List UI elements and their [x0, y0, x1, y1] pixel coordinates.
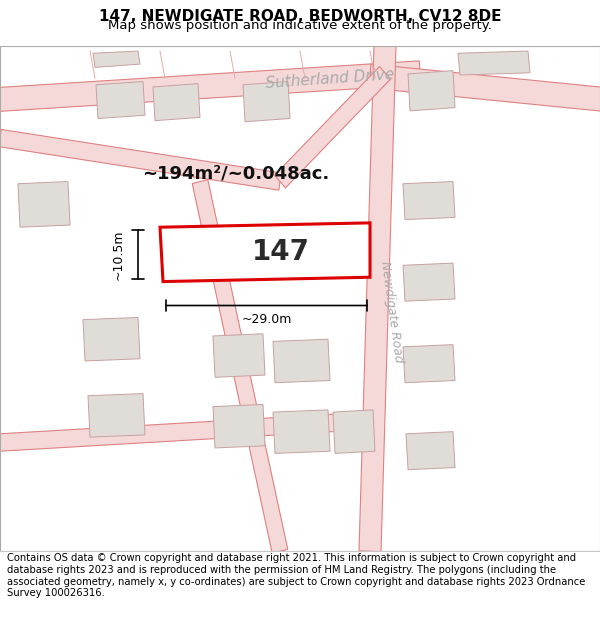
Polygon shape [406, 432, 455, 470]
Text: 147: 147 [252, 238, 310, 266]
Polygon shape [403, 344, 455, 382]
Polygon shape [403, 263, 455, 301]
Polygon shape [93, 51, 140, 68]
Polygon shape [0, 61, 421, 112]
Text: ~29.0m: ~29.0m [241, 313, 292, 326]
Polygon shape [213, 334, 265, 378]
Polygon shape [333, 410, 375, 453]
Polygon shape [274, 66, 391, 188]
Polygon shape [0, 412, 370, 451]
Text: Contains OS data © Crown copyright and database right 2021. This information is : Contains OS data © Crown copyright and d… [7, 554, 586, 598]
Polygon shape [359, 45, 396, 552]
Text: Newdigate Road: Newdigate Road [379, 260, 406, 364]
Polygon shape [83, 318, 140, 361]
Polygon shape [408, 71, 455, 111]
Polygon shape [243, 81, 290, 122]
Polygon shape [0, 129, 281, 190]
Text: ~194m²/~0.048ac.: ~194m²/~0.048ac. [142, 165, 329, 183]
Text: Sutherland Drive: Sutherland Drive [265, 68, 395, 91]
Polygon shape [273, 339, 330, 382]
Polygon shape [18, 181, 70, 228]
Text: 147, NEWDIGATE ROAD, BEDWORTH, CV12 8DE: 147, NEWDIGATE ROAD, BEDWORTH, CV12 8DE [99, 9, 501, 24]
Polygon shape [88, 394, 145, 437]
Polygon shape [96, 81, 145, 119]
Polygon shape [153, 84, 200, 121]
Polygon shape [369, 64, 600, 112]
Polygon shape [213, 404, 265, 448]
Text: ~10.5m: ~10.5m [112, 229, 125, 279]
Polygon shape [273, 410, 330, 453]
Polygon shape [192, 179, 288, 553]
Polygon shape [458, 51, 530, 75]
Text: Map shows position and indicative extent of the property.: Map shows position and indicative extent… [108, 19, 492, 32]
Polygon shape [160, 223, 370, 282]
Polygon shape [403, 181, 455, 219]
